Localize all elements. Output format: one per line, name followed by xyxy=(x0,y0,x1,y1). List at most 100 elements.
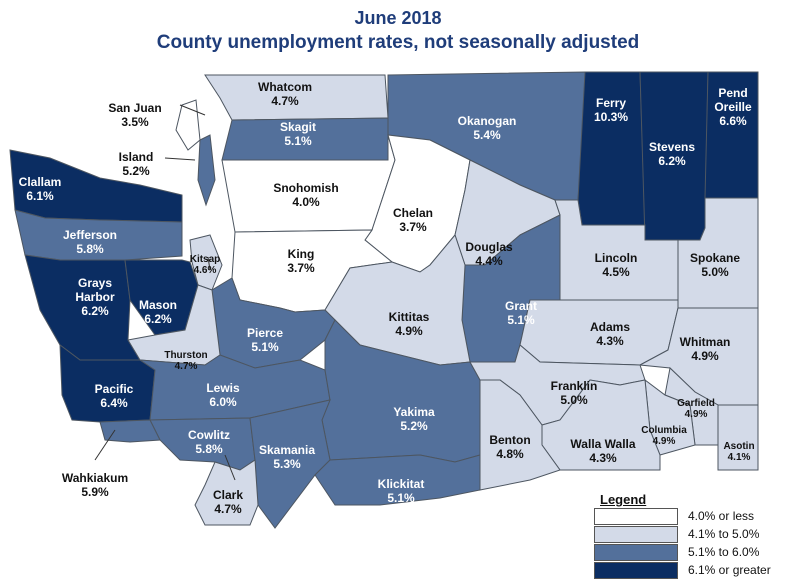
county-island xyxy=(197,134,216,207)
county-name: Columbia xyxy=(641,425,687,436)
county-ferry xyxy=(577,71,646,226)
county-name: Stevens xyxy=(648,140,696,154)
county-name: Clallam xyxy=(18,175,62,189)
clark-leader-line xyxy=(224,454,236,481)
county-klickitat xyxy=(314,454,481,506)
county-label-clark: Clark 4.7% xyxy=(213,488,243,516)
county-rate: 4.9% xyxy=(684,409,708,420)
county-label-snohomish: Snohomish 4.0% xyxy=(273,181,338,209)
county-label-san-juan: San Juan 3.5% xyxy=(108,101,161,129)
county-label-whatcom: Whatcom 4.7% xyxy=(258,80,312,108)
county-name: Douglas xyxy=(465,240,513,254)
county-label-kitsap: Kitsap 4.6% xyxy=(190,254,221,276)
county-name: King xyxy=(287,247,315,261)
county-rate: 4.7% xyxy=(214,502,242,516)
county-rate: 4.3% xyxy=(589,451,617,465)
legend-item: 6.1% or greater xyxy=(594,561,771,579)
county-name: Walla Walla xyxy=(570,437,636,451)
county-name: Pierce xyxy=(246,326,284,340)
legend-item: 5.1% to 6.0% xyxy=(594,543,771,561)
county-rate: 5.1% xyxy=(284,134,312,148)
county-label-chelan: Chelan 3.7% xyxy=(393,206,433,234)
county-rate: 5.1% xyxy=(507,313,535,327)
county-label-franklin: Franklin 5.0% xyxy=(551,379,598,407)
county-label-pacific: Pacific 6.4% xyxy=(95,382,134,410)
county-clark xyxy=(194,459,259,526)
county-label-adams: Adams 4.3% xyxy=(590,320,630,348)
county-rate: 5.4% xyxy=(473,128,501,142)
county-rate: 4.8% xyxy=(496,447,524,461)
legend-label: 4.0% or less xyxy=(688,509,755,523)
island-leader-line xyxy=(164,157,196,161)
county-label-whitman: Whitman 4.9% xyxy=(680,335,731,363)
county-label-douglas: Douglas 4.4% xyxy=(465,240,512,268)
county-label-thurston: Thurston 4.7% xyxy=(164,350,207,372)
county-label-yakima: Yakima 5.2% xyxy=(393,405,434,433)
county-rate: 6.6% xyxy=(719,114,747,128)
county-label-benton: Benton 4.8% xyxy=(489,433,530,461)
county-label-pend-oreille: Pend Oreille 6.6% xyxy=(714,86,751,128)
legend-swatch xyxy=(594,561,678,579)
county-label-okanogan: Okanogan 5.4% xyxy=(458,114,517,142)
legend-swatch xyxy=(594,507,678,525)
county-rate: 5.0% xyxy=(560,393,588,407)
county-name: Lincoln xyxy=(594,251,638,265)
county-name: Grant xyxy=(504,299,538,313)
county-rate: 5.8% xyxy=(195,442,223,456)
map-title: June 2018 xyxy=(354,8,442,28)
county-label-garfield: Garfield 4.9% xyxy=(677,398,715,420)
county-rate: 5.0% xyxy=(701,265,729,279)
county-name: Harbor xyxy=(75,290,115,304)
county-name: Snohomish xyxy=(273,181,339,195)
county-label-island: Island 5.2% xyxy=(119,150,154,178)
kitsap-leader-line xyxy=(207,256,211,271)
county-name: Adams xyxy=(589,320,631,334)
county-name: San Juan xyxy=(108,101,162,115)
county-label-klickitat: Klickitat 5.1% xyxy=(378,477,425,505)
county-name: Thurston xyxy=(164,350,208,361)
county-rate: 6.2% xyxy=(81,304,109,318)
county-label-cowlitz: Cowlitz 5.8% xyxy=(188,428,230,456)
county-rate: 5.2% xyxy=(400,419,428,433)
county-label-kittitas: Kittitas 4.9% xyxy=(389,310,430,338)
county-label-skagit: Skagit 5.1% xyxy=(280,120,316,148)
legend-swatch xyxy=(594,525,678,543)
county-label-clallam: Clallam 6.1% xyxy=(19,175,62,203)
county-label-king: King 3.7% xyxy=(287,247,314,275)
county-label-skamania: Skamania 5.3% xyxy=(259,443,315,471)
county-rate: 3.7% xyxy=(399,220,427,234)
county-rate: 6.1% xyxy=(26,189,54,203)
legend-item: 4.1% to 5.0% xyxy=(594,525,771,543)
legend-label: 6.1% or greater xyxy=(688,563,771,577)
county-name: Cowlitz xyxy=(188,428,230,442)
county-label-lincoln: Lincoln 4.5% xyxy=(595,251,638,279)
county-rate: 6.2% xyxy=(144,312,172,326)
county-label-columbia: Columbia 4.9% xyxy=(641,425,687,447)
legend-item: 4.0% or less xyxy=(594,507,771,525)
county-name: Lewis xyxy=(206,381,240,395)
county-asotin xyxy=(717,404,759,471)
county-label-spokane: Spokane 5.0% xyxy=(690,251,740,279)
county-name: Klickitat xyxy=(377,477,425,491)
county-rate: 4.9% xyxy=(395,324,423,338)
county-rate: 5.1% xyxy=(251,340,279,354)
county-name: Benton xyxy=(489,433,531,447)
county-rate: 4.5% xyxy=(602,265,630,279)
county-label-grays-harbor: Grays Harbor 6.2% xyxy=(75,276,114,318)
legend-title: Legend xyxy=(600,492,647,507)
county-label-grant: Grant 5.1% xyxy=(505,299,537,327)
county-rate: 5.1% xyxy=(387,491,415,505)
county-name: Clark xyxy=(212,488,244,502)
county-name: Skamania xyxy=(258,443,316,457)
county-name: Whatcom xyxy=(258,80,312,94)
county-name: Jefferson xyxy=(62,228,118,242)
map-subtitle: County unemployment rates, not seasonall… xyxy=(156,32,640,53)
county-label-pierce: Pierce 5.1% xyxy=(247,326,283,354)
county-name: Kitsap xyxy=(189,254,221,265)
county-label-mason: Mason 6.2% xyxy=(139,298,177,326)
county-label-jefferson: Jefferson 5.8% xyxy=(63,228,117,256)
county-rate: 4.0% xyxy=(292,195,320,209)
county-name: Chelan xyxy=(392,206,434,220)
county-name: Pend xyxy=(718,86,748,100)
county-label-lewis: Lewis 6.0% xyxy=(206,381,239,409)
